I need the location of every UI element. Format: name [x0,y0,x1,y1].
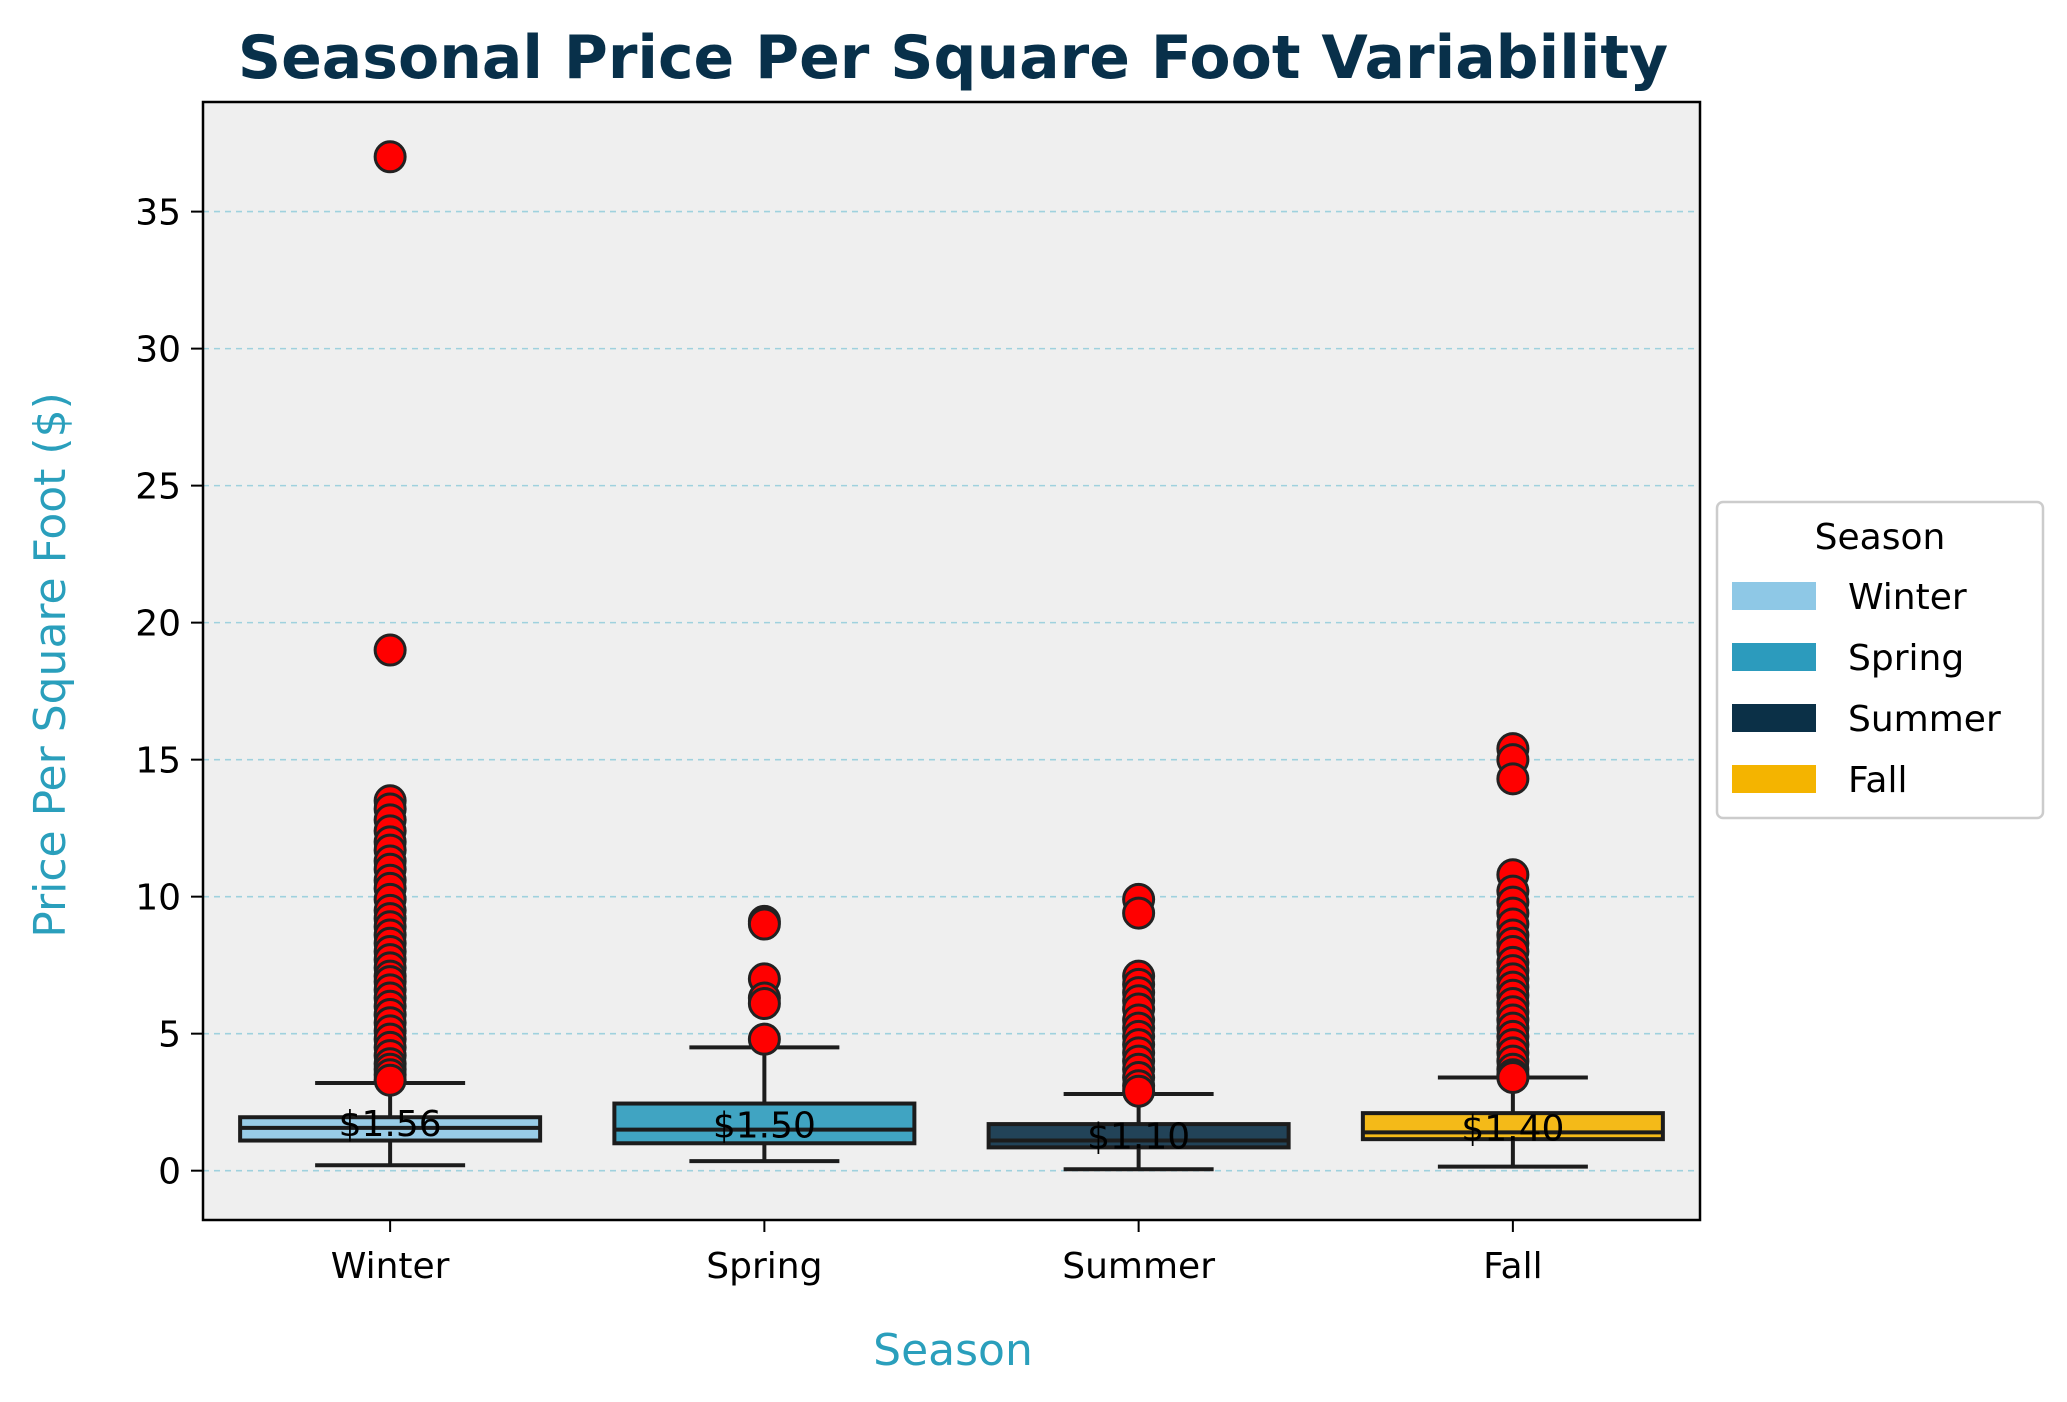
outlier-point [1122,1074,1156,1108]
outlier-point [747,907,781,941]
x-axis-label: Season [873,1325,1033,1376]
outlier-point [1122,896,1156,930]
median-label: $1.50 [713,1106,816,1147]
legend-title: Season [1815,517,1946,558]
legend-label: Winter [1848,577,1967,618]
chart-title: Seasonal Price Per Square Foot Variabili… [238,23,1668,93]
x-tick-label: Summer [1062,1246,1215,1287]
legend-frame [1715,500,2045,820]
legend: Season Winter Spring Summer Fall [1715,500,2045,820]
y-tick-label: 20 [135,604,181,645]
legend-label: Fall [1848,760,1907,801]
outlier-point [1496,762,1530,796]
grid-lines [203,210,1700,1172]
y-axis-label: Price Per Square Foot ($) [25,392,76,937]
box-spring [612,1101,917,1146]
y-axis-ticks: 0 5 10 15 20 25 30 35 [135,193,203,1193]
outlier-point [373,140,407,174]
outlier-point [373,633,407,667]
x-tick-label: Fall [1483,1246,1542,1287]
y-tick-label: 0 [158,1152,181,1193]
legend-swatch-spring [1732,643,1816,671]
y-tick-label: 30 [135,330,181,371]
outlier-point [747,1022,781,1056]
plot-frame [201,100,1702,1222]
outliers [373,140,1530,1108]
median-label: $1.40 [1461,1108,1564,1149]
outlier-point [1496,1061,1530,1095]
median-label: $1.10 [1087,1117,1190,1158]
median-label: $1.56 [339,1104,442,1145]
outlier-point [747,987,781,1021]
legend-swatch-summer [1732,704,1816,732]
outlier-point [373,1063,407,1097]
x-tick-label: Spring [706,1246,822,1287]
x-tick-label: Winter [331,1246,450,1287]
legend-label: Summer [1848,699,2001,740]
y-tick-label: 25 [135,467,181,508]
y-tick-label: 10 [135,878,181,919]
median-labels: $1.56 $1.50 $1.10 $1.40 [339,1104,1565,1158]
plot-area [203,102,1700,1220]
y-tick-label: 35 [135,193,181,234]
legend-label: Spring [1848,638,1964,679]
y-tick-label: 15 [135,741,181,782]
legend-swatch-winter [1732,582,1816,610]
legend-swatch-fall [1732,765,1816,793]
box-fall [1360,1111,1665,1142]
x-axis-ticks: Winter Spring Summer Fall [331,1220,1543,1287]
boxes [238,1101,1665,1150]
legend-entries: Winter Spring Summer Fall [1732,577,2001,801]
y-tick-label: 5 [158,1015,181,1056]
